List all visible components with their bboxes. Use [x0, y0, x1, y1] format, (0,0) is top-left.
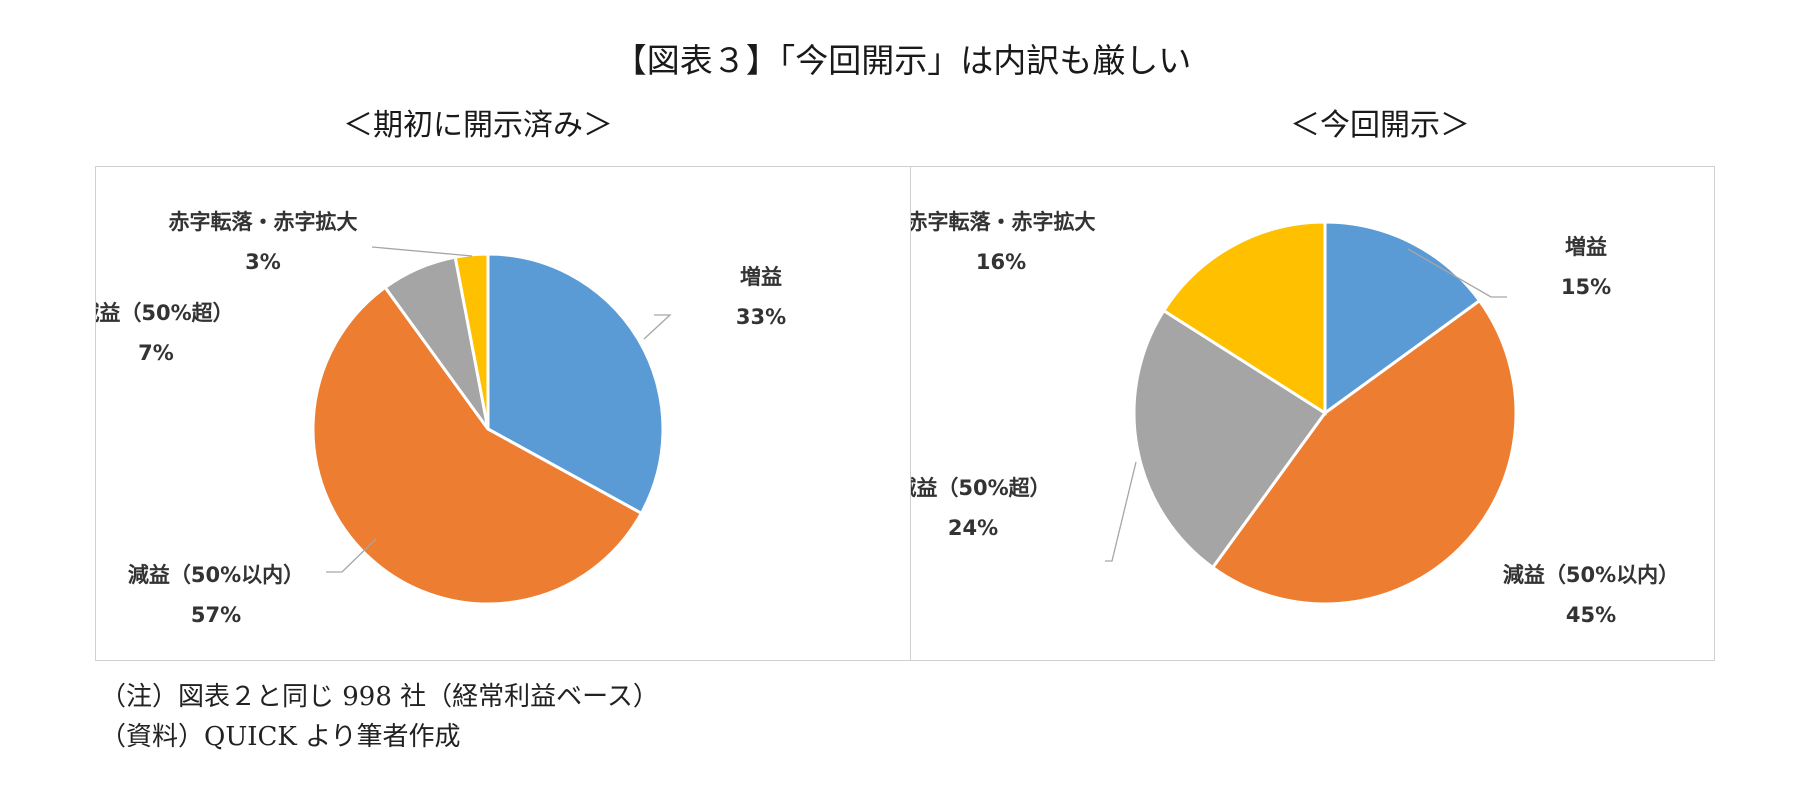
- slice-percent: 16%: [976, 250, 1026, 274]
- leader-line: [326, 538, 377, 573]
- chart-frame-left: 増益 33% 減益（50%以内） 57% 減益（50%超） 7% 赤字転落・赤字拡大 3%: [95, 166, 911, 661]
- slice-label: 増益: [740, 265, 782, 289]
- slice-label: 赤字転落・赤字拡大: [911, 210, 1096, 234]
- slice-label: 減益（50%以内）: [1503, 563, 1679, 587]
- note-source-sample: （注）図表２と同じ 998 社（経常利益ベース）: [100, 682, 659, 712]
- slice-label: 減益（50%超）: [911, 476, 1051, 500]
- slice-label: 増益: [1565, 235, 1607, 259]
- slice-percent: 33%: [736, 305, 786, 329]
- pie-slice-right-3: [1161, 220, 1327, 416]
- slice-percent: 3%: [245, 250, 281, 274]
- pie-slice-right-1: [1210, 298, 1518, 606]
- pie-chart-left: 増益 33% 減益（50%以内） 57% 減益（50%超） 7% 赤字転落・赤字拡大 3%: [96, 210, 786, 627]
- leader-line: [371, 246, 473, 257]
- pie-chart-right: 増益 15% 減益（50%以内） 45% 減益（50%超） 24% 赤字転落・赤字拡大 16%: [911, 210, 1679, 627]
- slice-label: 赤字転落・赤字拡大: [169, 210, 358, 234]
- leader-line: [643, 314, 672, 340]
- leader-line: [1105, 461, 1137, 562]
- pie-slice-right-2: [1132, 308, 1328, 570]
- slice-label: 減益（50%超）: [96, 301, 234, 325]
- pie-slice-left-3: [453, 252, 490, 430]
- pie-slice-right-0: [1323, 220, 1482, 416]
- pie-slice-left-1: [311, 285, 644, 606]
- slice-percent: 7%: [138, 341, 174, 365]
- slice-percent: 15%: [1561, 275, 1611, 299]
- slice-label: 減益（50%以内）: [128, 563, 304, 587]
- chart-title-left: ＜期初に開示済み＞: [343, 108, 613, 143]
- slice-percent: 57%: [191, 603, 241, 627]
- chart-title-right: ＜今回開示＞: [1290, 108, 1470, 143]
- slice-percent: 45%: [1566, 603, 1616, 627]
- note-data-source: （資料）QUICK より筆者作成: [100, 722, 461, 752]
- chart-frame-right: 増益 15% 減益（50%以内） 45% 減益（50%超） 24% 赤字転落・赤字拡大 16%: [911, 166, 1715, 661]
- pie-slice-left-0: [486, 252, 665, 516]
- slice-percent: 24%: [948, 516, 998, 540]
- main-title: 【図表３】「今回開示」は内訳も厳しい: [613, 41, 1192, 80]
- leader-line: [1407, 248, 1507, 298]
